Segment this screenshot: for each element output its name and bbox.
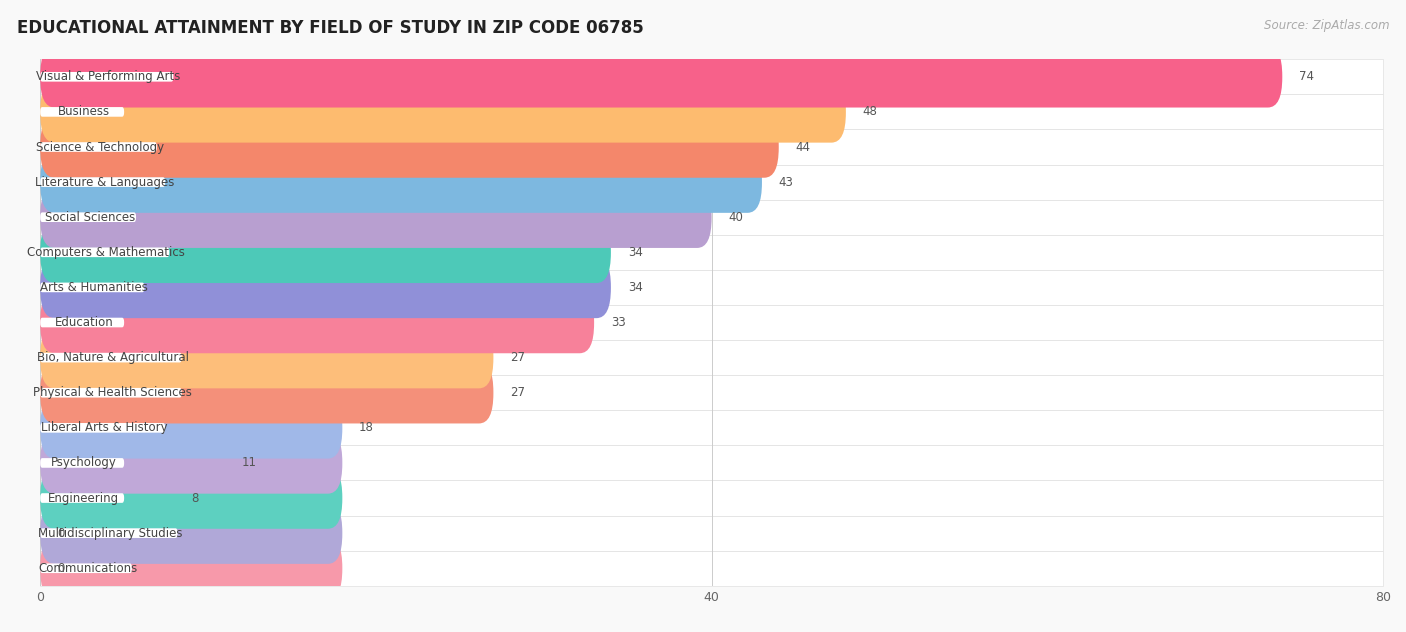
FancyBboxPatch shape xyxy=(41,493,124,503)
Text: 11: 11 xyxy=(242,456,257,470)
Text: Communications: Communications xyxy=(38,562,138,574)
Text: EDUCATIONAL ATTAINMENT BY FIELD OF STUDY IN ZIP CODE 06785: EDUCATIONAL ATTAINMENT BY FIELD OF STUDY… xyxy=(17,19,644,37)
FancyBboxPatch shape xyxy=(41,178,165,187)
Text: 0: 0 xyxy=(58,562,65,574)
FancyBboxPatch shape xyxy=(41,164,1384,200)
Text: 40: 40 xyxy=(728,210,744,224)
FancyBboxPatch shape xyxy=(41,538,342,599)
FancyBboxPatch shape xyxy=(41,375,1384,410)
Text: 8: 8 xyxy=(191,492,198,504)
Text: Engineering: Engineering xyxy=(48,492,120,504)
FancyBboxPatch shape xyxy=(41,528,177,538)
Text: Education: Education xyxy=(55,316,114,329)
FancyBboxPatch shape xyxy=(41,200,1384,234)
Text: Visual & Performing Arts: Visual & Performing Arts xyxy=(37,70,181,83)
Text: 48: 48 xyxy=(863,106,877,118)
FancyBboxPatch shape xyxy=(41,116,779,178)
FancyBboxPatch shape xyxy=(41,550,1384,586)
FancyBboxPatch shape xyxy=(41,107,124,117)
FancyBboxPatch shape xyxy=(41,212,136,222)
FancyBboxPatch shape xyxy=(41,94,1384,130)
Text: 43: 43 xyxy=(779,176,793,188)
Text: Psychology: Psychology xyxy=(51,456,117,470)
Text: 34: 34 xyxy=(627,246,643,259)
FancyBboxPatch shape xyxy=(41,130,1384,164)
FancyBboxPatch shape xyxy=(41,362,494,423)
FancyBboxPatch shape xyxy=(41,186,711,248)
Text: 0: 0 xyxy=(58,526,65,540)
FancyBboxPatch shape xyxy=(41,388,181,398)
FancyBboxPatch shape xyxy=(41,152,762,213)
FancyBboxPatch shape xyxy=(41,397,342,459)
FancyBboxPatch shape xyxy=(41,318,124,327)
Text: Arts & Humanities: Arts & Humanities xyxy=(39,281,148,294)
FancyBboxPatch shape xyxy=(41,72,173,82)
FancyBboxPatch shape xyxy=(41,248,169,257)
FancyBboxPatch shape xyxy=(41,59,1384,94)
FancyBboxPatch shape xyxy=(41,270,1384,305)
Text: 18: 18 xyxy=(359,422,374,434)
Text: Science & Technology: Science & Technology xyxy=(37,140,165,154)
FancyBboxPatch shape xyxy=(41,502,342,564)
FancyBboxPatch shape xyxy=(41,564,132,573)
FancyBboxPatch shape xyxy=(41,234,1384,270)
Text: 27: 27 xyxy=(510,351,526,364)
Text: Literature & Languages: Literature & Languages xyxy=(35,176,174,188)
Text: Computers & Mathematics: Computers & Mathematics xyxy=(28,246,186,259)
Text: Multidisciplinary Studies: Multidisciplinary Studies xyxy=(38,526,183,540)
FancyBboxPatch shape xyxy=(41,305,1384,340)
FancyBboxPatch shape xyxy=(41,292,595,353)
FancyBboxPatch shape xyxy=(41,410,1384,446)
FancyBboxPatch shape xyxy=(41,142,157,152)
FancyBboxPatch shape xyxy=(41,340,1384,375)
Text: Bio, Nature & Agricultural: Bio, Nature & Agricultural xyxy=(37,351,188,364)
FancyBboxPatch shape xyxy=(41,516,1384,550)
Text: Physical & Health Sciences: Physical & Health Sciences xyxy=(34,386,193,399)
Text: 33: 33 xyxy=(610,316,626,329)
FancyBboxPatch shape xyxy=(41,257,610,318)
FancyBboxPatch shape xyxy=(41,432,342,494)
Text: 74: 74 xyxy=(1299,70,1315,83)
Text: Source: ZipAtlas.com: Source: ZipAtlas.com xyxy=(1264,19,1389,32)
FancyBboxPatch shape xyxy=(41,327,494,388)
Text: Social Sciences: Social Sciences xyxy=(45,210,135,224)
FancyBboxPatch shape xyxy=(41,446,1384,480)
Text: 34: 34 xyxy=(627,281,643,294)
FancyBboxPatch shape xyxy=(41,46,1282,107)
FancyBboxPatch shape xyxy=(41,81,846,143)
Text: Business: Business xyxy=(58,106,110,118)
Text: 27: 27 xyxy=(510,386,526,399)
FancyBboxPatch shape xyxy=(41,423,165,433)
Text: 44: 44 xyxy=(796,140,810,154)
FancyBboxPatch shape xyxy=(41,458,124,468)
FancyBboxPatch shape xyxy=(41,283,145,292)
Text: Liberal Arts & History: Liberal Arts & History xyxy=(41,422,167,434)
FancyBboxPatch shape xyxy=(41,353,181,362)
FancyBboxPatch shape xyxy=(41,480,1384,516)
FancyBboxPatch shape xyxy=(41,467,342,529)
FancyBboxPatch shape xyxy=(41,222,610,283)
